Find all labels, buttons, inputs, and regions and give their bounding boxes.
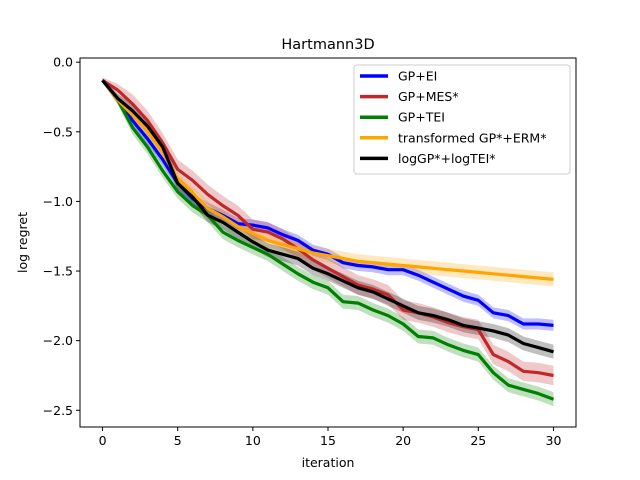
series-line-2 [101, 79, 555, 401]
y-tick-label: 0.0 [53, 55, 73, 70]
x-tick-label: 20 [395, 433, 411, 448]
x-tick-label: 5 [174, 433, 182, 448]
legend-label-1: GP+MES* [398, 89, 459, 104]
y-axis: 0.0 −0.5 −1.0 −1.5 −2.0 −2.5 [43, 55, 80, 418]
band-1 [102, 77, 554, 386]
x-axis-label: iteration [302, 455, 355, 470]
y-tick-label: −2.0 [43, 333, 73, 348]
y-tick-label: −2.5 [43, 403, 73, 418]
confidence-bands [102, 77, 554, 407]
series-line-4 [101, 79, 554, 354]
series-lines [101, 78, 555, 401]
legend-label-0: GP+EI [398, 69, 437, 84]
y-tick-label: −1.5 [43, 264, 73, 279]
chart-title: Hartmann3D [281, 37, 374, 53]
x-tick-label: 15 [320, 433, 336, 448]
x-tick-label: 0 [99, 433, 107, 448]
legend-box [353, 64, 571, 175]
band-4 [102, 78, 554, 359]
legend-label-3: transformed GP*+ERM* [398, 130, 546, 145]
legend: GP+EI GP+MES* GP+TEI transformed GP*+ERM* lo… [353, 64, 571, 175]
y-tick-label: −1.0 [43, 194, 73, 209]
legend-label-2: GP+TEI [398, 110, 445, 125]
y-axis-label: log regret [15, 212, 30, 273]
x-tick-label: 10 [245, 433, 261, 448]
legend-label-4: logGP*+logTEI* [398, 151, 496, 166]
x-tick-label: 30 [546, 433, 562, 448]
y-tick-label: −0.5 [43, 124, 73, 139]
series-line-3 [101, 79, 554, 281]
x-tick-label: 25 [470, 433, 486, 448]
x-axis: 0 5 10 15 20 25 30 [99, 427, 562, 448]
